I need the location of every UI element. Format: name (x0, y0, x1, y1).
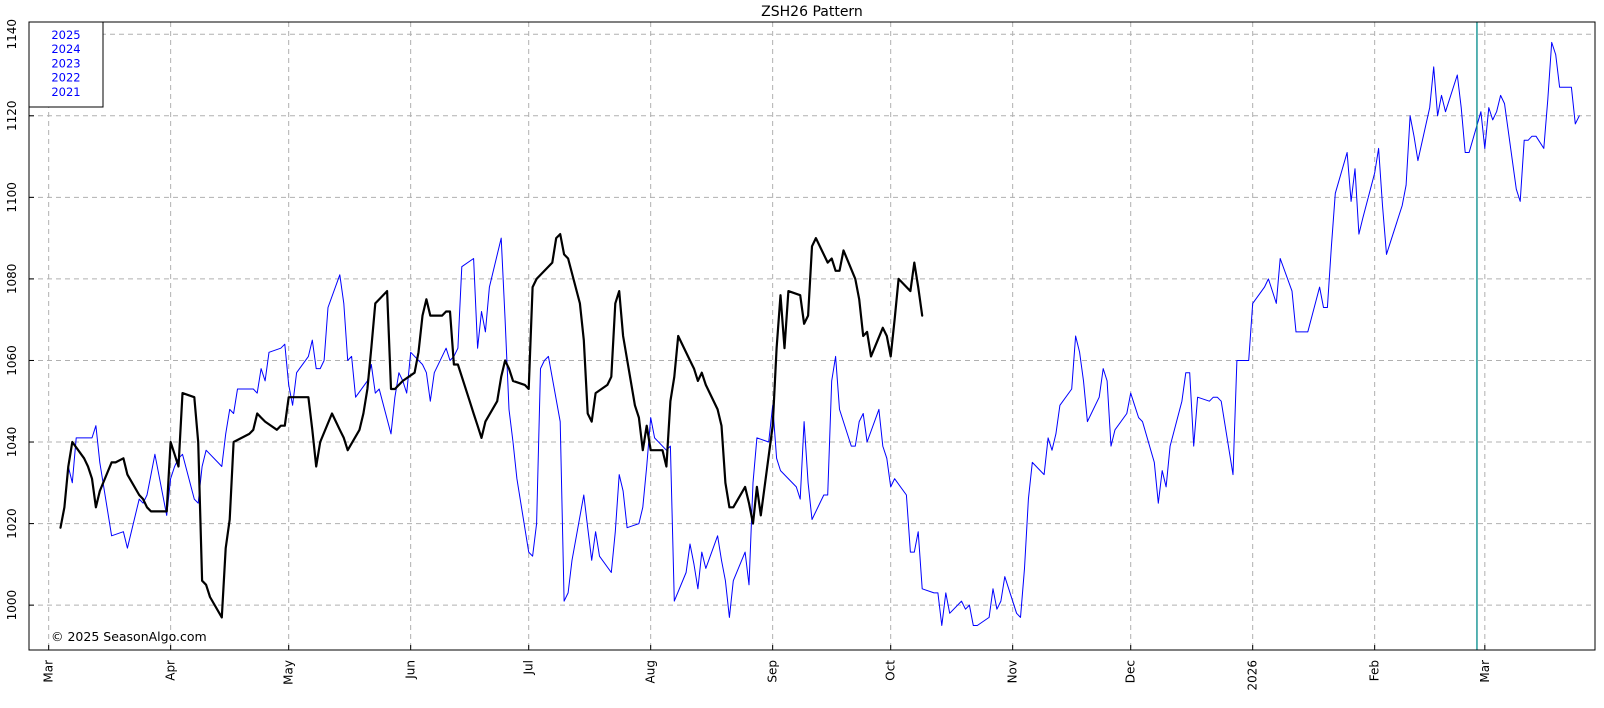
legend-entry-2024: 2024 (51, 42, 80, 56)
legend-entry-2025: 2025 (51, 28, 80, 42)
legend-box (28, 21, 104, 108)
series-line-2025 (59, 233, 924, 619)
x-tick-label: Mar (42, 660, 56, 683)
legend-entry-2023: 2023 (51, 56, 80, 70)
series-layer (59, 22, 1580, 650)
x-tick-label: 2026 (1246, 660, 1260, 691)
x-tick-label: Sep (766, 660, 780, 683)
y-tick-label: 1080 (5, 264, 19, 295)
plot-frame (28, 21, 1596, 651)
x-tick-label: Oct (884, 660, 898, 681)
grid-layer (29, 22, 1595, 650)
legend-entry-2022: 2022 (51, 71, 80, 85)
y-tick-label: 1040 (5, 427, 19, 458)
y-tick-label: 1100 (5, 182, 19, 213)
copyright-text: © 2025 SeasonAlgo.com (51, 629, 207, 644)
y-tick-label: 1000 (5, 590, 19, 621)
x-tick-label: Jun (404, 660, 418, 680)
legend-entry-2021: 2021 (51, 85, 80, 99)
axis-layer: 1000 1020 1040 1060 1080 1100 1120 1140 Mar Apr Ma… (5, 19, 1492, 691)
x-tick-label: Aug (644, 660, 658, 683)
x-tick-label: Dec (1124, 660, 1138, 683)
y-tick-label: 1120 (5, 101, 19, 132)
chart-title: ZSH26 Pattern (761, 4, 863, 20)
x-tick-label: Jul (522, 660, 536, 675)
x-tick-label: Apr (164, 660, 178, 681)
y-tick-label: 1060 (5, 345, 19, 376)
y-tick-label: 1140 (5, 19, 19, 50)
x-tick-label: Nov (1006, 660, 1020, 683)
x-tick-label: Feb (1368, 660, 1382, 681)
x-tick-label: Mar (1478, 660, 1492, 683)
x-tick-label: May (282, 660, 296, 685)
y-tick-label: 1020 (5, 508, 19, 539)
series-line-blue (67, 41, 1580, 626)
